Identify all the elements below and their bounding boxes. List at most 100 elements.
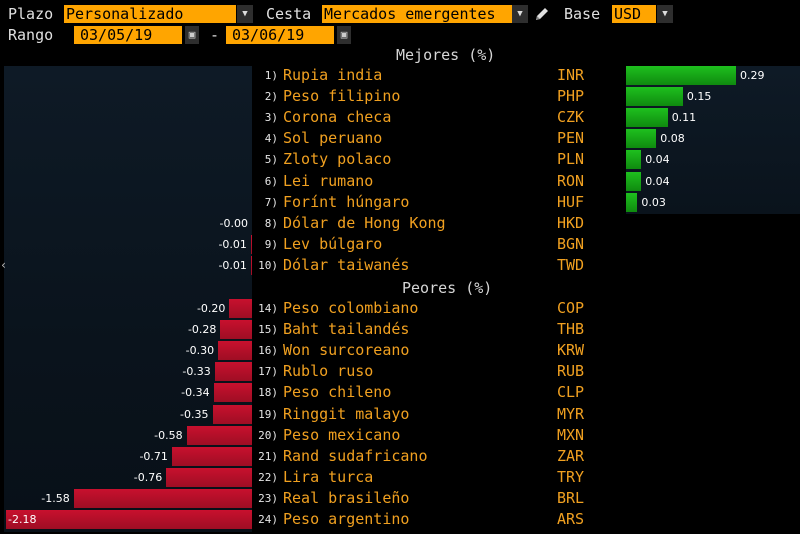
bar-value-label: -0.28	[187, 323, 217, 337]
negative-bar	[171, 446, 252, 466]
currency-code: ARS	[557, 510, 585, 528]
negative-bar	[73, 488, 252, 508]
currency-code: CLP	[557, 383, 585, 402]
currency-name: Dólar de Hong Kong	[283, 213, 446, 232]
negative-bar	[250, 255, 252, 275]
currency-code: COP	[557, 299, 585, 317]
rank-number: 19)	[258, 407, 278, 421]
bar-value-label: -0.71	[139, 449, 168, 463]
currency-name: Baht tailandés	[283, 320, 410, 339]
negative-bar	[214, 362, 252, 382]
plazo-dropdown-icon[interactable]: ▼	[237, 5, 253, 23]
currency-code: THB	[557, 320, 585, 339]
bar-value-label: -0.35	[180, 407, 209, 421]
currency-code: BRL	[557, 488, 585, 507]
rank-number: 6)	[264, 174, 278, 188]
bar-value-label: -2.18	[8, 513, 37, 526]
currency-name: Corona checa	[283, 108, 392, 127]
currency-name: Peso chileno	[283, 383, 392, 402]
bar-value-label: 0.04	[645, 174, 670, 188]
negative-bar	[212, 404, 252, 424]
calendar-icon[interactable]: ▣	[185, 26, 199, 44]
currency-code: RUB	[557, 362, 585, 381]
rank-number: 9)	[264, 237, 278, 251]
currency-code: PHP	[557, 87, 585, 106]
currency-code: TWD	[557, 255, 585, 274]
currency-name: Peso mexicano	[283, 425, 401, 444]
currency-name: Lira turca	[283, 467, 374, 486]
currency-code: TRY	[557, 467, 585, 486]
currency-name: Real brasileño	[283, 488, 410, 507]
currency-name: Rublo ruso	[283, 362, 374, 381]
currency-name: Rupia india	[283, 66, 383, 84]
currency-code: PEN	[557, 129, 585, 148]
best-section-header: Mejores (%)	[396, 46, 496, 64]
rank-number: 3)	[264, 111, 278, 125]
bar-value-label: 0.08	[660, 132, 685, 146]
rank-number: 5)	[264, 153, 278, 167]
date-end-input[interactable]: 03/06/19	[226, 26, 334, 44]
base-select[interactable]: USD	[612, 5, 656, 23]
cesta-select[interactable]: Mercados emergentes	[322, 5, 512, 23]
positive-bar	[626, 171, 642, 191]
bar-value-label: 0.03	[641, 195, 666, 209]
cesta-dropdown-icon[interactable]: ▼	[512, 5, 528, 23]
currency-code: RON	[557, 171, 585, 190]
bar-value-label: -0.00	[219, 216, 248, 230]
currency-name: Lev búlgaro	[283, 234, 383, 253]
positive-bar	[626, 150, 642, 170]
date-start-input[interactable]: 03/05/19	[74, 26, 182, 44]
rank-number: 14)	[258, 302, 278, 315]
date-separator: -	[210, 26, 220, 44]
currency-name: Peso filipino	[283, 87, 401, 106]
rank-number: 8)	[264, 216, 278, 230]
bar-value-label: -0.01	[218, 258, 247, 272]
rank-number: 1)	[264, 69, 278, 82]
bar-value-label: -0.20	[196, 302, 226, 315]
rank-number: 17)	[258, 365, 278, 379]
negative-bar	[213, 383, 252, 403]
bar-value-label: -0.76	[133, 470, 163, 484]
base-dropdown-icon[interactable]: ▼	[657, 5, 673, 23]
currency-name: Won surcoreano	[283, 341, 410, 360]
currency-name: Dólar taiwanés	[283, 255, 410, 274]
positive-bar	[626, 87, 683, 107]
positive-bar	[626, 108, 668, 128]
rank-number: 18)	[258, 386, 278, 400]
base-label: Base	[564, 5, 601, 23]
bar-value-label: -0.33	[182, 365, 211, 379]
currency-name: Peso argentino	[283, 510, 410, 528]
rank-number: 16)	[258, 344, 278, 358]
cesta-label: Cesta	[266, 5, 312, 23]
rank-number: 21)	[258, 449, 278, 463]
plazo-select[interactable]: Personalizado	[64, 5, 236, 23]
negative-bar	[6, 510, 252, 530]
calendar-icon[interactable]: ▣	[337, 26, 351, 44]
worst-section-header: Peores (%)	[402, 279, 493, 297]
currency-code: HUF	[557, 192, 585, 211]
currency-name: Lei rumano	[283, 171, 374, 190]
rank-number: 23)	[258, 491, 278, 505]
negative-bar	[186, 425, 252, 445]
collapse-chevron-icon[interactable]: ‹	[0, 258, 8, 272]
currency-code: HKD	[557, 213, 585, 232]
negative-bar	[218, 341, 252, 361]
negative-bar	[250, 234, 252, 254]
rank-number: 20)	[258, 428, 278, 442]
currency-code: MYR	[557, 404, 585, 423]
rank-number: 4)	[264, 132, 278, 146]
bar-value-label: -0.34	[181, 386, 210, 400]
bar-value-label: 0.15	[686, 90, 712, 104]
positive-bar	[626, 129, 657, 149]
rank-number: 24)	[258, 513, 278, 526]
rank-number: 22)	[258, 470, 278, 484]
currency-name: Peso colombiano	[283, 299, 419, 317]
plazo-label: Plazo	[8, 5, 54, 23]
pencil-icon[interactable]	[532, 4, 552, 24]
rank-number: 7)	[264, 195, 278, 209]
currency-code: KRW	[557, 341, 585, 360]
rank-number: 2)	[264, 90, 278, 104]
positive-bar	[626, 66, 736, 86]
currency-code: INR	[557, 66, 585, 84]
currency-code: CZK	[557, 108, 585, 127]
